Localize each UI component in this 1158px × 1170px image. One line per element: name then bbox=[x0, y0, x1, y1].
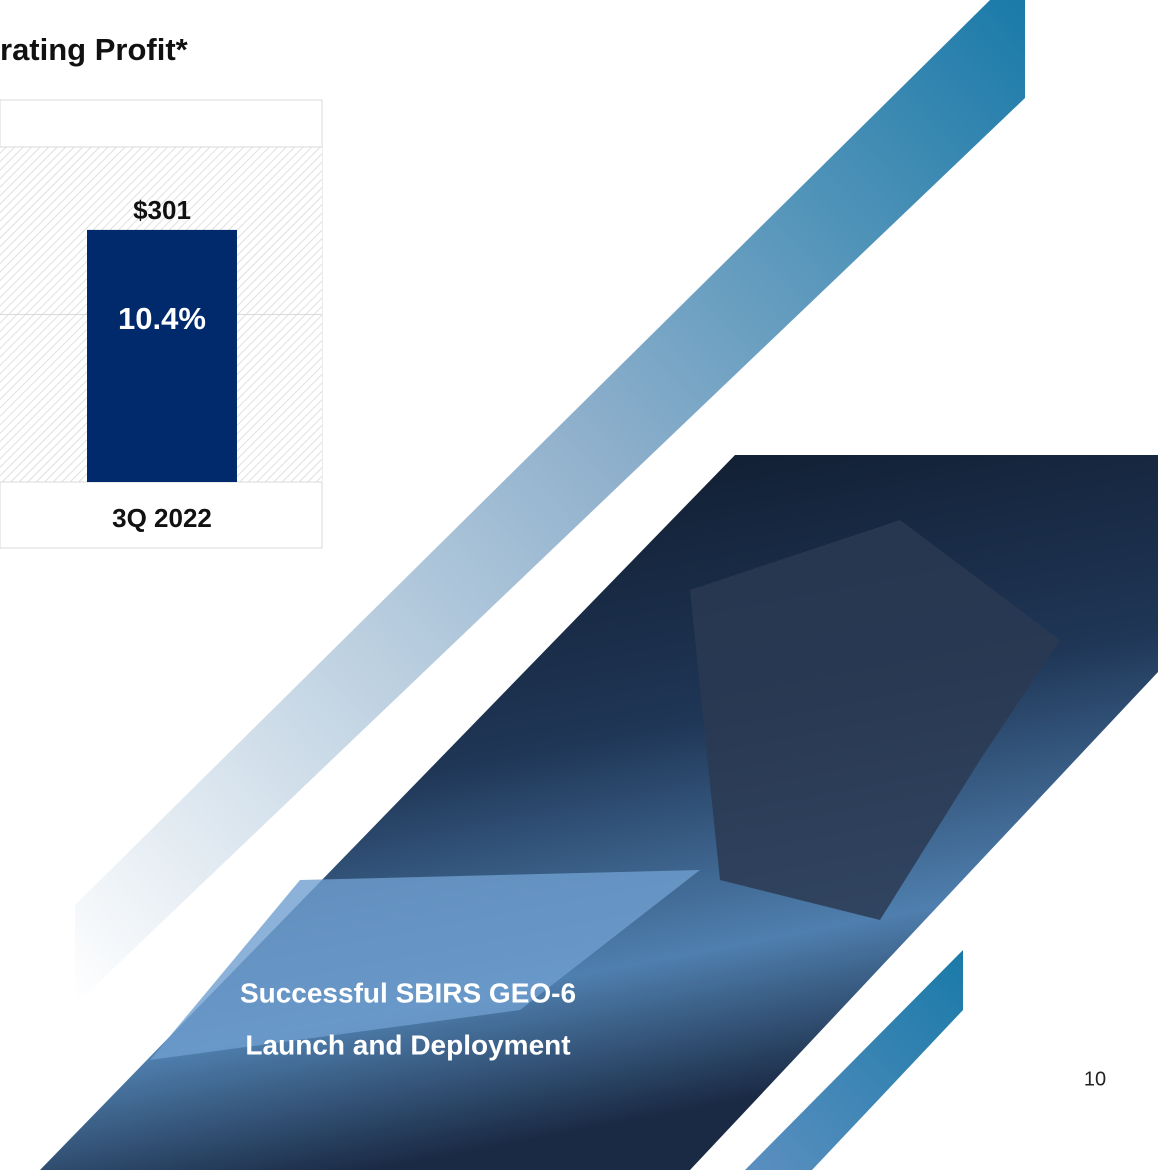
margin-label: 10.4% bbox=[118, 301, 206, 336]
chart: $301 10.4% 3Q 2022 bbox=[0, 146, 322, 533]
caption-line: Launch and Deployment bbox=[245, 1029, 570, 1060]
satellite-body bbox=[690, 520, 1060, 920]
x-tick-label: 3Q 2022 bbox=[112, 503, 212, 533]
chart-title: rating Profit* bbox=[0, 32, 189, 67]
decor-stripe bbox=[75, 0, 1025, 1005]
decor-stripe-small bbox=[745, 950, 963, 1170]
caption-line: Successful SBIRS GEO-6 bbox=[240, 977, 576, 1008]
value-label: $301 bbox=[133, 195, 191, 225]
page-number: 10 bbox=[1084, 1068, 1106, 1090]
bar bbox=[87, 229, 237, 482]
solar-panel bbox=[150, 870, 700, 1060]
